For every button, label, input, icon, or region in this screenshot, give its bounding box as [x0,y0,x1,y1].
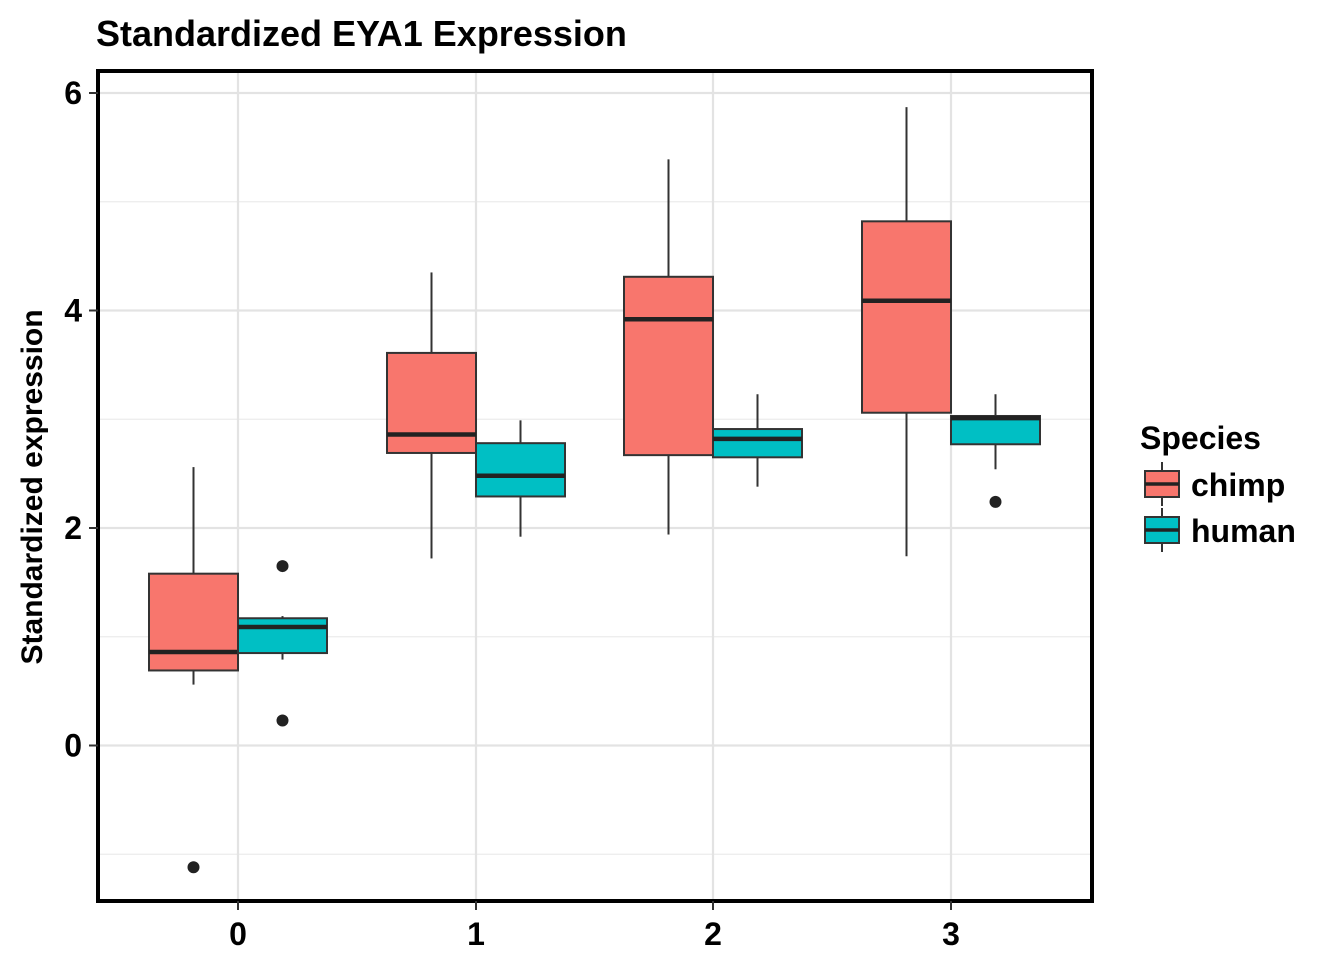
x-tick-label: 1 [467,916,485,952]
box-iqr [623,275,714,457]
legend-label-human: human [1191,513,1296,549]
box-layer [148,107,1041,874]
x-tick-label: 3 [942,916,960,952]
outlier-point [276,560,289,573]
y-tick-label: 2 [64,510,82,546]
outlier-point [187,861,200,874]
axis-layer: 0 2 4 6 0 1 2 3 [64,75,960,952]
y-tick-label: 0 [64,728,82,764]
y-axis-label: Standardized expression [16,309,49,664]
legend-label-chimp: chimp [1191,467,1285,503]
x-tick-label: 2 [704,916,722,952]
outlier-point [276,714,289,727]
box-chimp-3 [861,107,952,557]
chart-title: Standardized EYA1 Expression [96,13,627,54]
x-tick-label: 0 [229,916,247,952]
box-iqr [237,617,328,655]
box-human-2 [712,394,803,487]
box-iqr [861,220,952,414]
y-tick-label: 6 [64,75,82,111]
box-human-0 [237,560,328,727]
y-tick-label: 4 [64,293,82,329]
legend: Species chimp human [1140,420,1296,552]
legend-items: chimp human [1144,462,1296,552]
box-iqr [712,428,803,459]
box-human-1 [475,420,566,537]
box-iqr [386,351,477,454]
outlier-point [989,495,1002,508]
legend-item-human: human [1144,508,1296,552]
box-iqr [148,572,239,672]
grid-layer [98,71,1092,901]
legend-title: Species [1140,420,1261,456]
box-human-3 [950,394,1041,508]
box-chimp-1 [386,272,477,559]
box-iqr [475,442,566,498]
legend-item-chimp: chimp [1144,462,1285,506]
plot-border [96,69,1094,903]
box-chimp-2 [623,159,714,535]
